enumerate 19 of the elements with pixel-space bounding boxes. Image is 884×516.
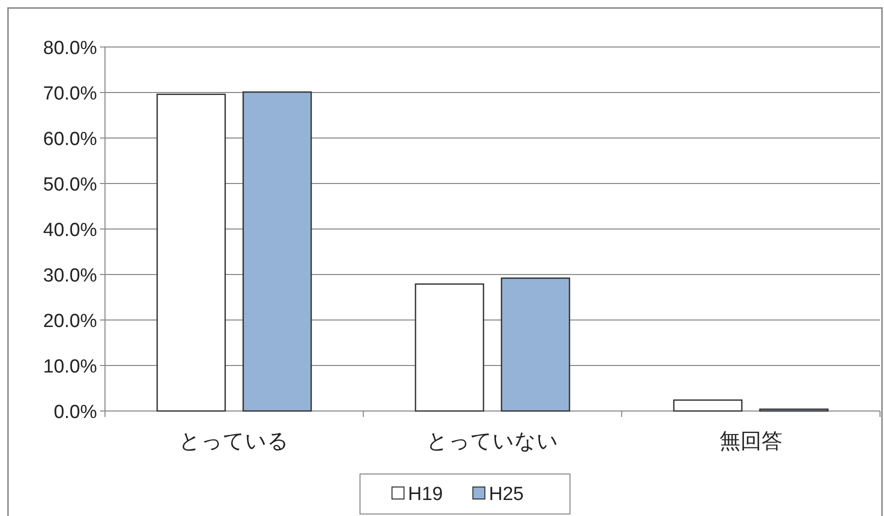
legend-label: H19 <box>408 484 443 505</box>
y-tick-label: 50.0% <box>43 174 98 196</box>
y-tick-label: 60.0% <box>43 129 98 150</box>
y-tick-label: 80.0% <box>43 38 98 59</box>
bar <box>500 277 570 412</box>
y-tick-label: 40.0% <box>43 220 98 241</box>
bar <box>242 91 312 412</box>
y-tick-label: 0.0% <box>54 402 98 423</box>
bar <box>673 399 742 412</box>
y-tick-label: 20.0% <box>43 311 98 332</box>
legend-label: H25 <box>488 484 524 505</box>
x-tick-label: とっていない <box>426 430 558 453</box>
bar <box>414 283 484 412</box>
y-tick-label: 70.0% <box>43 84 98 104</box>
x-tick-label: とっている <box>179 430 290 453</box>
bar <box>156 94 226 412</box>
y-tick-label: 30.0% <box>43 266 98 286</box>
y-tick-label: 10.0% <box>43 356 98 378</box>
x-tick-label: 無回答 <box>719 430 782 453</box>
